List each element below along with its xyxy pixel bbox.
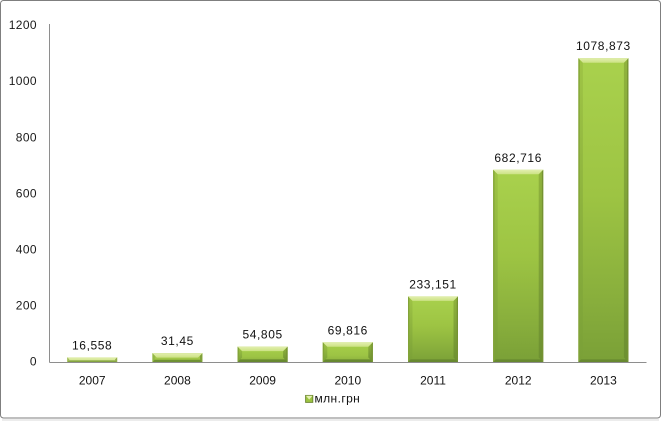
svg-text:400: 400: [16, 243, 37, 257]
svg-text:2008: 2008: [164, 374, 191, 388]
svg-text:16,558: 16,558: [72, 338, 112, 352]
svg-text:2013: 2013: [590, 374, 617, 388]
svg-text:0: 0: [30, 355, 37, 369]
svg-text:1200: 1200: [9, 18, 37, 32]
svg-text:800: 800: [16, 130, 37, 144]
svg-text:2012: 2012: [505, 374, 532, 388]
svg-text:2007: 2007: [79, 374, 106, 388]
svg-text:2009: 2009: [249, 374, 276, 388]
svg-text:млн.грн: млн.грн: [315, 392, 361, 406]
svg-text:69,816: 69,816: [328, 323, 368, 337]
svg-text:2010: 2010: [334, 374, 361, 388]
svg-text:54,805: 54,805: [242, 328, 282, 342]
svg-text:31,45: 31,45: [161, 334, 194, 348]
svg-text:1078,873: 1078,873: [576, 39, 631, 53]
svg-text:600: 600: [16, 186, 37, 200]
svg-text:200: 200: [16, 299, 37, 313]
svg-text:1000: 1000: [9, 74, 37, 88]
svg-text:2011: 2011: [420, 374, 446, 388]
svg-text:233,151: 233,151: [409, 277, 457, 291]
svg-text:682,716: 682,716: [494, 151, 542, 165]
